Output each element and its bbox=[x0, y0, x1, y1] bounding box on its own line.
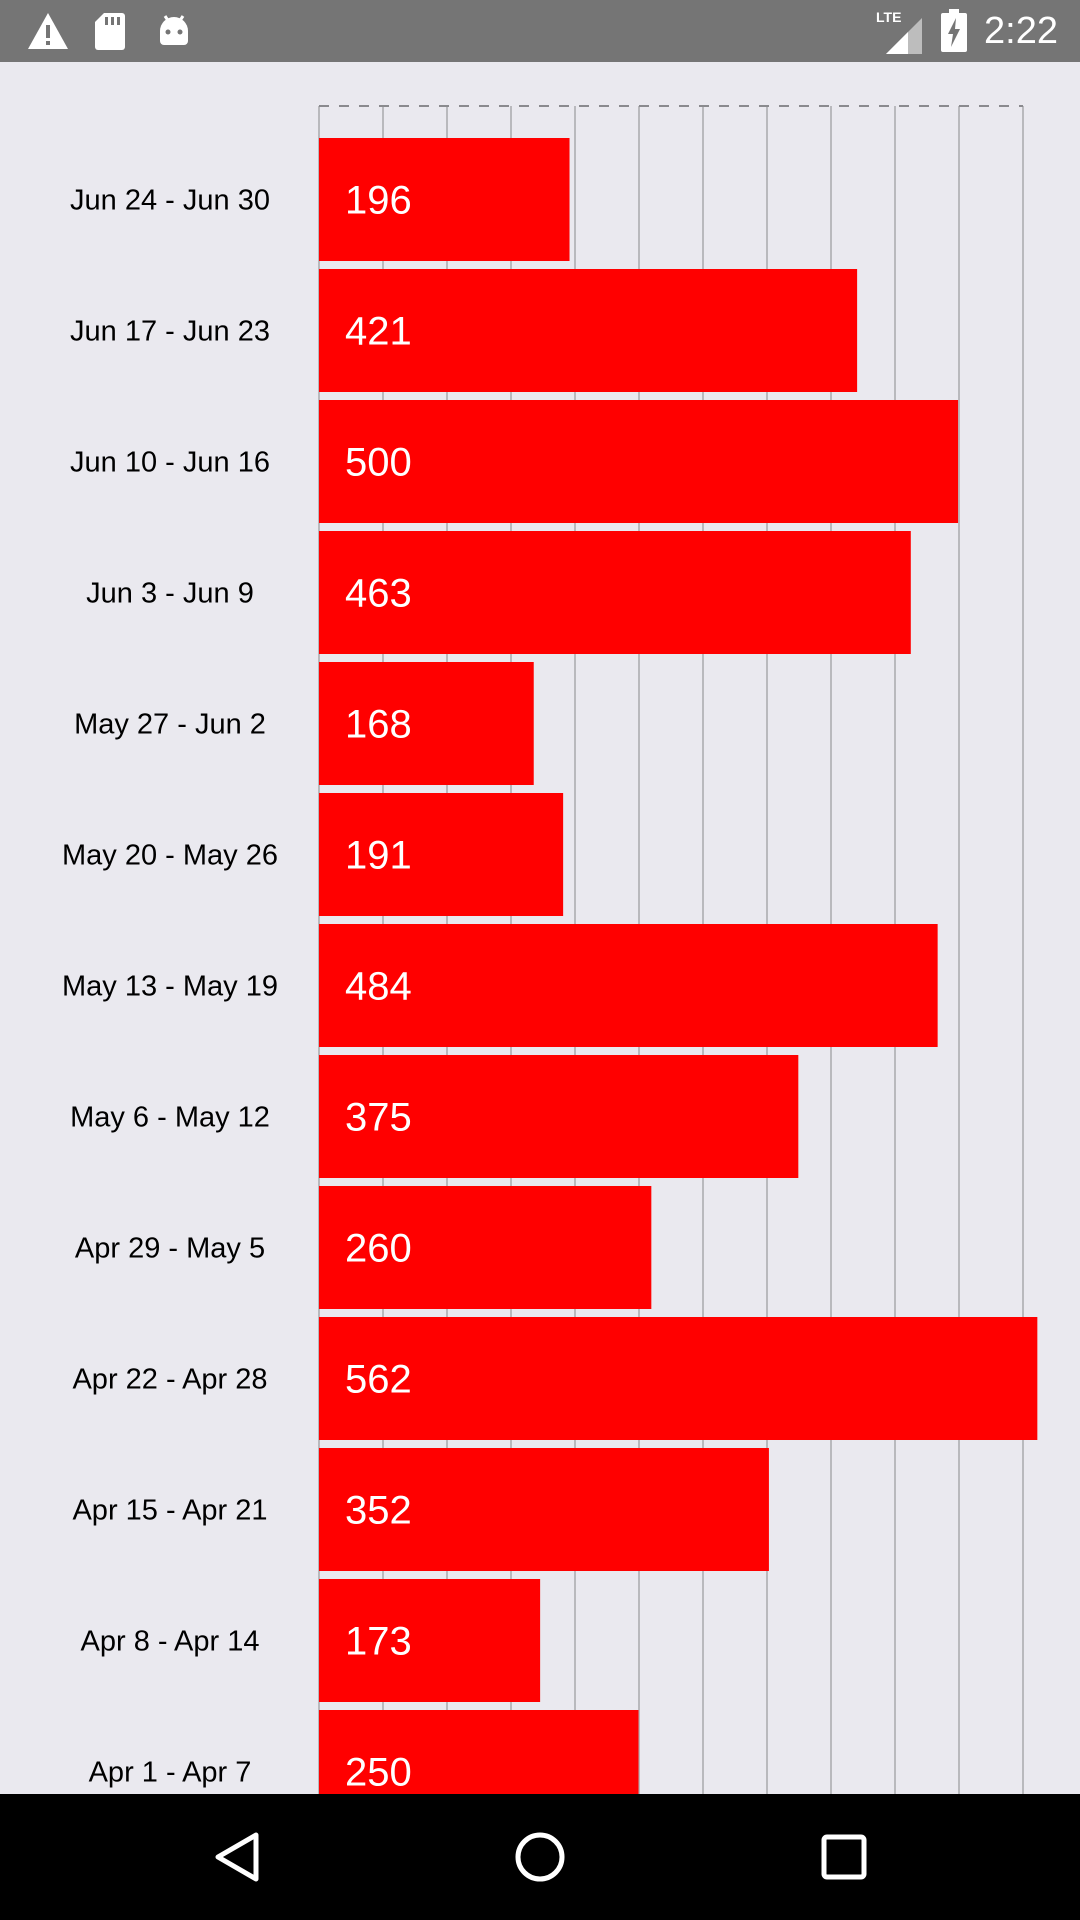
category-label: May 20 - May 26 bbox=[62, 840, 278, 872]
network-label: LTE bbox=[876, 9, 901, 25]
battery-charging-icon bbox=[940, 0, 968, 62]
category-label: Jun 3 - Jun 9 bbox=[86, 578, 254, 610]
bar bbox=[319, 138, 570, 261]
bar bbox=[319, 1448, 769, 1571]
status-time: 2:22 bbox=[984, 10, 1058, 52]
bar bbox=[319, 1317, 1038, 1440]
category-label: May 13 - May 19 bbox=[62, 971, 278, 1003]
bar bbox=[319, 924, 938, 1047]
bar-value-label: 421 bbox=[345, 310, 412, 354]
status-bar: LTE 2:22 bbox=[0, 0, 1080, 62]
bar bbox=[319, 1055, 799, 1178]
bar-value-label: 173 bbox=[345, 1620, 412, 1664]
bar bbox=[319, 793, 564, 916]
category-label: Jun 17 - Jun 23 bbox=[70, 316, 270, 348]
bar bbox=[319, 1710, 639, 1794]
category-label: Apr 29 - May 5 bbox=[75, 1233, 265, 1265]
bar bbox=[319, 531, 911, 654]
bar-value-label: 191 bbox=[345, 834, 412, 878]
bar bbox=[319, 662, 534, 785]
warning-icon bbox=[26, 0, 70, 62]
horizontal-bar-chart: 196421500463168191484375260562352173250 … bbox=[62, 105, 1038, 1795]
bar-value-label: 352 bbox=[345, 1489, 412, 1533]
category-label: Apr 1 - Apr 7 bbox=[89, 1757, 252, 1789]
category-label: Apr 22 - Apr 28 bbox=[72, 1364, 267, 1396]
sd-card-icon bbox=[94, 0, 126, 62]
bar bbox=[319, 400, 959, 523]
category-label: Apr 8 - Apr 14 bbox=[81, 1626, 260, 1658]
bar-value-label: 250 bbox=[345, 1751, 412, 1795]
bar-value-label: 196 bbox=[345, 179, 412, 223]
navigation-bar bbox=[0, 1794, 1080, 1920]
recents-icon[interactable] bbox=[774, 1794, 914, 1920]
chart-bars: 196 421 500 463 168 191 484 375 260 562 352 173 250 bbox=[319, 138, 1038, 1795]
category-label: Apr 15 - Apr 21 bbox=[72, 1495, 267, 1527]
bar-value-label: 463 bbox=[345, 572, 412, 616]
back-icon[interactable] bbox=[166, 1794, 306, 1920]
android-icon bbox=[156, 0, 192, 62]
bar-value-label: 375 bbox=[345, 1096, 412, 1140]
bar bbox=[319, 269, 858, 392]
bar-value-label: 260 bbox=[345, 1227, 412, 1271]
category-label: Jun 10 - Jun 16 bbox=[70, 447, 270, 479]
category-label: May 27 - Jun 2 bbox=[74, 709, 266, 741]
bar-chart-scroll-area[interactable]: 196 421 500 463 168 191 484 375 260 562 352 173 250 … bbox=[0, 62, 1080, 1794]
category-label: Jun 24 - Jun 30 bbox=[70, 185, 270, 217]
chart-category-labels: Jun 24 - Jun 30 Jun 17 - Jun 23 Jun 10 - J… bbox=[62, 185, 278, 1789]
home-icon[interactable] bbox=[470, 1794, 610, 1920]
bar-value-label: 484 bbox=[345, 965, 412, 1009]
bar bbox=[319, 1579, 541, 1702]
bar-value-label: 562 bbox=[345, 1358, 412, 1402]
category-label: May 6 - May 12 bbox=[70, 1102, 270, 1134]
bar-value-label: 168 bbox=[345, 703, 412, 747]
lte-signal-icon: LTE bbox=[876, 0, 924, 62]
bar bbox=[319, 1186, 652, 1309]
bar-value-label: 500 bbox=[345, 441, 412, 485]
